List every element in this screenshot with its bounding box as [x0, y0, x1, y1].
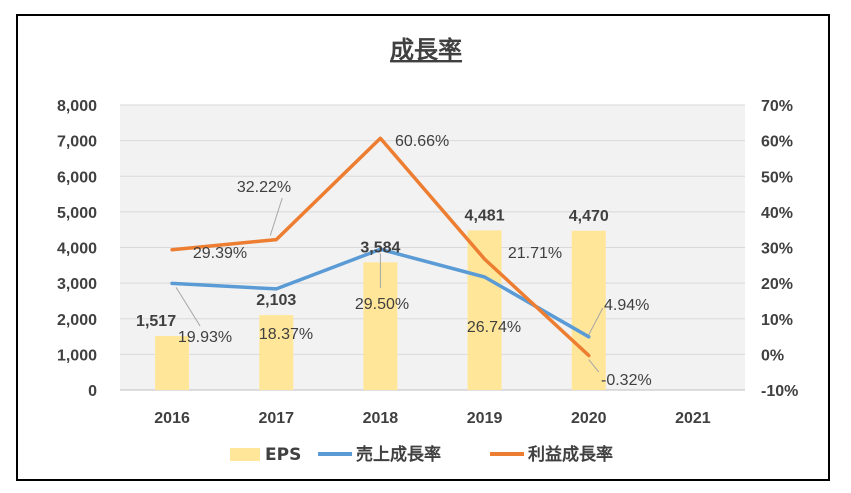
y-right-tick-label: 50%: [761, 169, 793, 186]
x-tick-label: 2020: [571, 410, 607, 427]
y-right-tick-label: 40%: [761, 205, 793, 222]
y-right-tick-label: -10%: [761, 383, 798, 400]
eps-data-label: 3,584: [360, 239, 400, 256]
y-left-tick-label: 4,000: [57, 241, 97, 258]
sales-growth-data-label: 29.50%: [355, 296, 409, 313]
y-left-tick-label: 8,000: [57, 98, 97, 115]
eps-bar: [571, 230, 606, 390]
eps-bar: [259, 315, 294, 390]
x-tick-label: 2016: [154, 410, 190, 427]
y-right-tick-label: 10%: [761, 312, 793, 329]
legend: EPS 売上成長率 利益成長率: [230, 444, 613, 465]
y-right-tick-label: 70%: [761, 98, 793, 115]
y-left-tick-label: 2,000: [57, 312, 97, 329]
profit-growth-data-label: 32.22%: [237, 179, 291, 196]
profit-growth-data-label: 26.74%: [467, 319, 521, 336]
y-left-tick-label: 0: [88, 383, 97, 400]
eps-bar: [155, 335, 190, 390]
eps-data-label: 1,517: [136, 313, 176, 330]
eps-data-label: 2,103: [256, 292, 296, 309]
profit-growth-data-label: 29.39%: [193, 245, 247, 262]
y-right-tick-label: 20%: [761, 276, 793, 293]
eps-bar: [467, 230, 502, 390]
y-right-tick-label: 60%: [761, 134, 793, 151]
profit-growth-data-label: -0.32%: [601, 372, 652, 389]
x-tick-label: 2019: [467, 410, 503, 427]
legend-sales-label: 売上成長率: [356, 444, 441, 465]
sales-growth-data-label: 21.71%: [508, 245, 562, 262]
eps-data-label: 4,481: [465, 207, 505, 224]
y-left-tick-label: 7,000: [57, 134, 97, 151]
leader-line: [588, 359, 600, 373]
y-right-tick-label: 0%: [761, 347, 784, 364]
y-left-tick-label: 1,000: [57, 347, 97, 364]
legend-profit-label: 利益成長率: [528, 444, 613, 465]
leader-line: [588, 307, 604, 336]
plot-area: 0 1,000 2,000 3,000 4,000 5,000 6,000 7,000 8,00…: [57, 98, 798, 427]
legend-eps-label: EPS: [265, 445, 301, 465]
y-left-tick-label: 6,000: [57, 169, 97, 186]
y-right-tick-label: 30%: [761, 241, 793, 258]
x-tick-label: 2018: [363, 410, 399, 427]
sales-growth-data-label: 19.93%: [178, 329, 232, 346]
sales-growth-line: [170, 247, 591, 339]
sales-growth-data-label: 4.94%: [604, 297, 649, 314]
x-tick-label: 2017: [258, 410, 294, 427]
y-left-tick-label: 3,000: [57, 276, 97, 293]
chart-title: 成長率: [390, 36, 462, 64]
eps-data-label: 4,470: [569, 208, 609, 225]
profit-growth-data-label: 60.66%: [395, 133, 449, 150]
leader-line: [175, 287, 201, 327]
legend-eps-swatch: [230, 448, 260, 461]
profit-growth-line: [170, 136, 591, 358]
leader-line: [269, 197, 283, 236]
sales-growth-data-label: 18.37%: [259, 326, 313, 343]
y-left-tick-label: 5,000: [57, 205, 97, 222]
x-tick-label: 2021: [675, 410, 711, 427]
